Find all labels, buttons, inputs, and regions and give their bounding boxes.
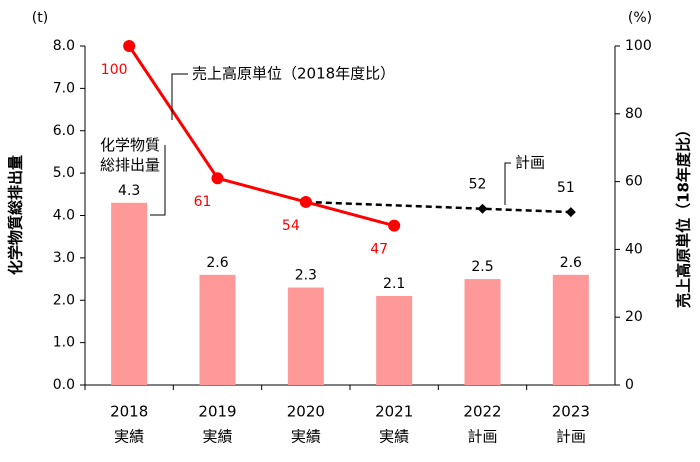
y-tick-label: 0.0 xyxy=(53,377,75,393)
bar xyxy=(287,287,324,385)
plan-marker xyxy=(477,203,488,214)
x-tick-sublabel: 実績 xyxy=(379,428,409,446)
bar-value-label: 2.5 xyxy=(471,259,493,275)
plan-value-label: 51 xyxy=(557,180,575,196)
y-tick-label: 1.0 xyxy=(53,335,75,351)
y2-tick-label: 0 xyxy=(625,377,634,393)
actual-value-label: 47 xyxy=(370,242,388,258)
bar-value-label: 2.1 xyxy=(383,276,405,292)
y-tick-label: 2.0 xyxy=(53,292,75,308)
y2-tick-label: 100 xyxy=(625,38,652,54)
x-tick-label: 2023 xyxy=(552,403,590,421)
bar xyxy=(552,274,589,385)
bar-value-label: 2.6 xyxy=(206,255,228,271)
actual-marker xyxy=(123,40,136,52)
bar-value-label: 2.3 xyxy=(295,268,317,284)
annotation-line: 総排出量 xyxy=(100,156,160,174)
x-tick-sublabel: 実績 xyxy=(114,428,144,446)
annotation: 計画 xyxy=(515,154,545,172)
y-tick-label: 7.0 xyxy=(53,80,75,96)
y2-tick-label: 40 xyxy=(625,241,643,257)
actual-line xyxy=(127,45,395,228)
callout-line xyxy=(171,73,188,120)
bar xyxy=(376,296,413,385)
y2-tick-label: 60 xyxy=(625,174,643,190)
x-tick-label: 2019 xyxy=(198,403,236,421)
annotation-line: 化学物質 xyxy=(100,136,160,154)
y-tick-label: 4.0 xyxy=(53,208,75,224)
bar xyxy=(199,274,236,385)
actual-value-label: 61 xyxy=(194,194,212,210)
annotation: 売上高原単位（2018年度比） xyxy=(192,65,395,83)
x-tick-label: 2020 xyxy=(287,403,325,421)
y-tick-label: 8.0 xyxy=(53,38,75,54)
y2-tick-label: 80 xyxy=(625,106,643,122)
x-tick-label: 2018 xyxy=(110,403,148,421)
bar xyxy=(464,279,501,385)
x-tick-sublabel: 実績 xyxy=(291,428,321,446)
y-axis-title: 化学物質総排出量 xyxy=(7,155,25,275)
plan-value-label: 52 xyxy=(469,177,487,193)
x-tick-label: 2022 xyxy=(463,403,501,421)
callout-line xyxy=(150,145,166,216)
y-unit: (t) xyxy=(32,10,48,26)
x-tick-sublabel: 実績 xyxy=(202,428,232,446)
y2-tick-label: 20 xyxy=(625,309,643,325)
plan-marker xyxy=(565,207,576,218)
actual-value-label: 54 xyxy=(282,218,300,234)
bar xyxy=(111,202,148,385)
bar-value-label: 4.3 xyxy=(118,183,140,199)
actual-value-label: 100 xyxy=(101,62,128,78)
annotation: 化学物質総排出量 xyxy=(100,136,160,174)
x-tick-sublabel: 計画 xyxy=(556,428,586,446)
y2-unit: (%) xyxy=(628,10,652,26)
callout-line xyxy=(504,162,511,205)
y-tick-label: 3.0 xyxy=(53,250,75,266)
actual-marker xyxy=(211,172,224,185)
x-tick-sublabel: 計画 xyxy=(467,428,497,446)
plan-line xyxy=(305,200,571,214)
y2-axis-title: 売上高原単位（18年度比） xyxy=(675,122,693,308)
actual-marker xyxy=(299,195,312,208)
y-tick-label: 5.0 xyxy=(53,165,75,181)
x-tick-label: 2021 xyxy=(375,403,413,421)
y-tick-label: 6.0 xyxy=(53,123,75,139)
bar-value-label: 2.6 xyxy=(560,255,582,271)
actual-marker xyxy=(388,219,401,232)
